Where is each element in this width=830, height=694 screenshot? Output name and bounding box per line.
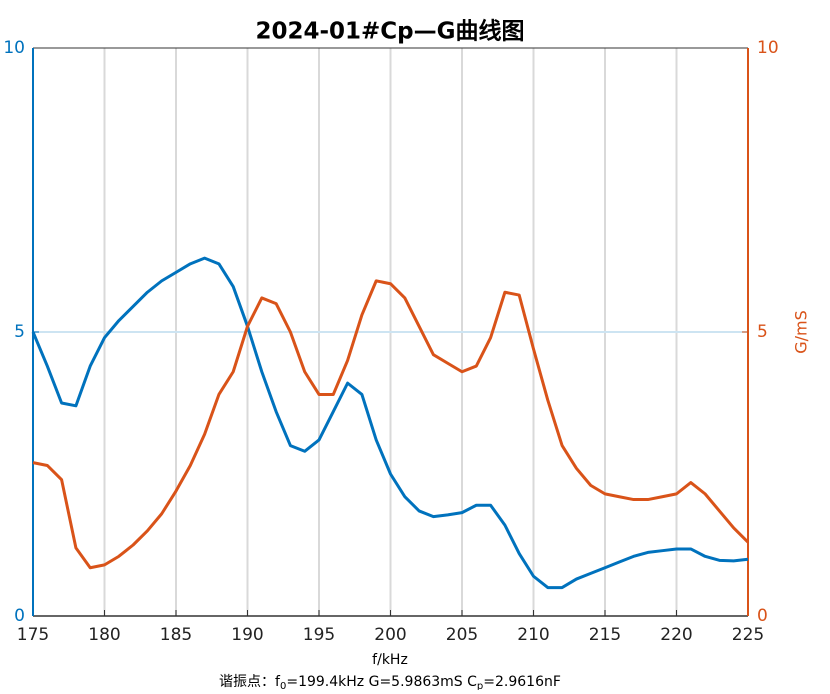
chart-title: 2024-01#Cp—G曲线图 [255,18,524,45]
annotation: 谐振点：f0=199.4kHz G=5.9863mS Cp=2.9616nF [219,674,561,690]
x-tick-label: 185 [160,625,192,645]
x-tick-label: 210 [517,625,549,645]
y-tick-label: 5 [14,322,25,342]
x-tick-label: 180 [88,625,120,645]
x-tick-label: 225 [732,625,764,645]
y-tick-label: 10 [3,38,25,58]
x-tick-label: 205 [446,625,478,645]
x-tick-label: 195 [303,625,335,645]
x-tick-label: 190 [231,625,263,645]
y-tick-label: 0 [14,606,25,626]
annotation-part: 谐振点：f [219,674,281,690]
x-tick-label: 200 [374,625,406,645]
series-line [32,279,750,570]
y2-tick-label: 0 [757,606,768,626]
series-line [31,256,749,590]
x-tick-label: 215 [589,625,621,645]
y2-tick-label: 5 [757,322,768,342]
y2-axis-label: G/mS [792,310,811,354]
x-tick-label: 220 [660,625,692,645]
y2-tick-label: 10 [757,38,779,58]
annotation-subscript: p [477,681,483,690]
x-axis-label: f/kHz [372,652,408,668]
annotation-subscript: 0 [280,681,286,690]
annotation-part: =199.4kHz G=5.9863mS C [286,674,477,690]
x-tick-label: 175 [17,625,49,645]
annotation-part: =2.9616nF [483,674,561,690]
